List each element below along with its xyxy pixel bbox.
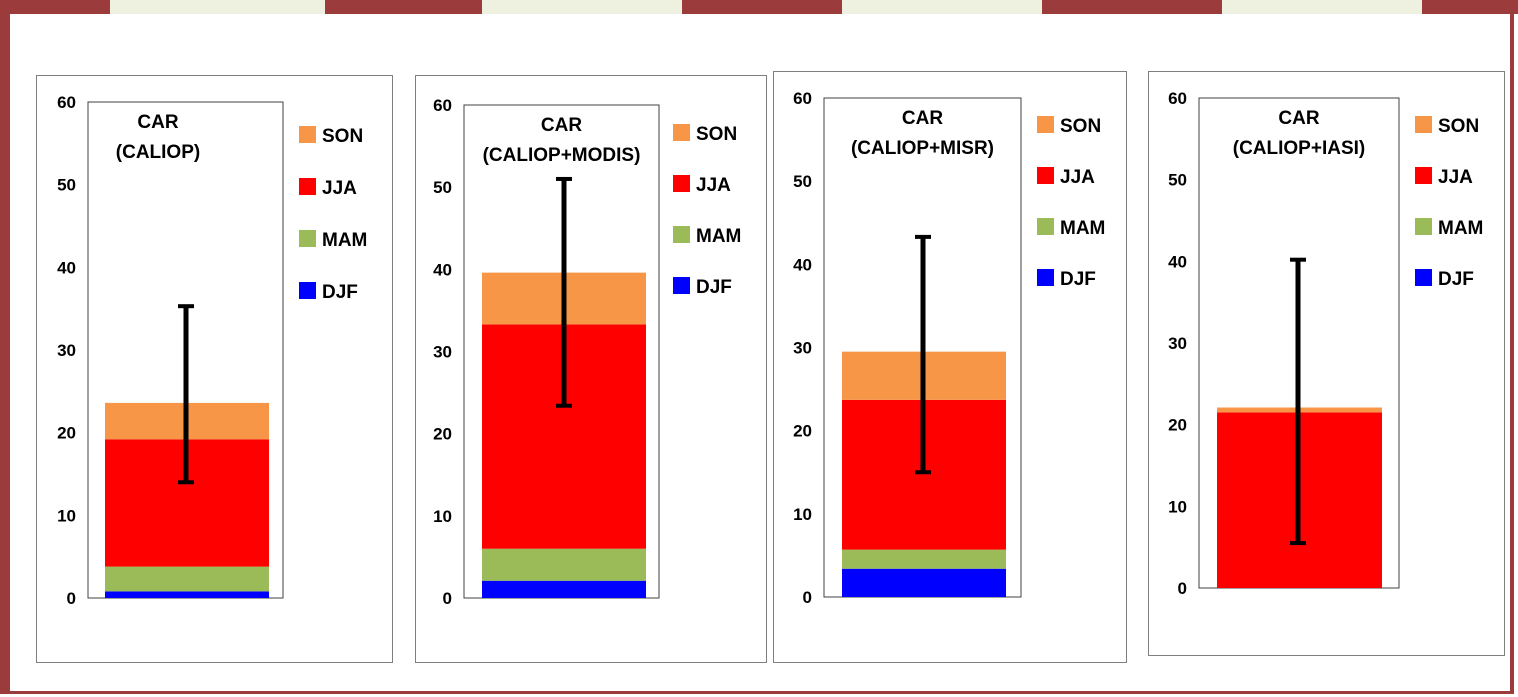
y-tick-label: 40 — [1168, 252, 1187, 271]
y-tick-label: 60 — [57, 93, 76, 112]
svg-text:MAM: MAM — [1060, 218, 1105, 239]
error-bar — [1290, 257, 1306, 546]
svg-text:DJF: DJF — [1438, 269, 1474, 290]
y-tick-label: 60 — [1168, 89, 1187, 108]
legend-item-son: SON — [673, 124, 737, 145]
y-tick-label: 30 — [1168, 334, 1187, 353]
y-tick-label: 50 — [57, 176, 76, 195]
y-tick-label: 20 — [793, 422, 812, 441]
chart-title-line: CAR — [137, 112, 178, 133]
chart-title-line: CAR — [1278, 108, 1319, 129]
svg-text:JJA: JJA — [322, 178, 357, 199]
y-tick-label: 40 — [433, 260, 452, 279]
y-tick-label: 20 — [433, 425, 452, 444]
legend-item-djf: DJF — [1037, 269, 1096, 290]
bar-segment-mam — [842, 549, 1006, 569]
error-bar — [178, 304, 194, 485]
chart-panel-2: 0 10 20 30 40 50 60 CAR (CALIOP+MODIS) SON JJA MAM D… — [415, 75, 767, 663]
y-tick-label: 60 — [793, 89, 812, 108]
svg-text:SON: SON — [1438, 116, 1479, 137]
svg-text:SON: SON — [322, 126, 363, 147]
chart-title-line: CAR — [541, 115, 582, 136]
legend-item-mam: MAM — [1037, 218, 1105, 239]
svg-text:DJF: DJF — [1060, 269, 1096, 290]
y-tick-label: 0 — [803, 588, 812, 607]
legend-item-jja: JJA — [1037, 167, 1095, 188]
y-tick-label: 40 — [57, 258, 76, 277]
svg-text:SON: SON — [1060, 116, 1101, 137]
legend-item-son: SON — [1037, 116, 1101, 137]
svg-text:MAM: MAM — [696, 226, 741, 247]
svg-text:DJF: DJF — [696, 277, 732, 298]
error-bar — [556, 176, 572, 408]
y-tick-label: 10 — [793, 505, 812, 524]
chart-svg-4: 0 10 20 30 40 50 60 CAR (CALIOP+IASI) SON JJA MAM DJ… — [1168, 89, 1483, 598]
legend-item-son: SON — [299, 126, 363, 147]
svg-text:MAM: MAM — [1438, 218, 1483, 239]
y-tick-label: 10 — [1168, 497, 1187, 516]
chart-title-line: (CALIOP+IASI) — [1233, 138, 1365, 159]
chart-panel-3: 0 10 20 30 40 50 60 CAR (CALIOP+MISR) SON JJA MAM DJ… — [773, 71, 1127, 663]
y-tick-label: 50 — [793, 172, 812, 191]
header-tab-2 — [482, 0, 682, 14]
y-tick-label: 30 — [433, 343, 452, 362]
legend-item-djf: DJF — [673, 277, 732, 298]
header-tab-3 — [842, 0, 1042, 14]
y-tick-label: 20 — [57, 424, 76, 443]
legend-item-mam: MAM — [1415, 218, 1483, 239]
y-tick-label: 20 — [1168, 416, 1187, 435]
bar-segment-djf — [842, 568, 1006, 597]
svg-text:MAM: MAM — [322, 230, 367, 251]
y-tick-label: 0 — [1178, 579, 1187, 598]
chart-panel-4: 0 10 20 30 40 50 60 CAR (CALIOP+IASI) SON JJA MAM DJ… — [1148, 71, 1505, 656]
y-tick-label: 0 — [67, 589, 76, 608]
chart-svg-3: 0 10 20 30 40 50 60 CAR (CALIOP+MISR) SON JJA MAM DJ… — [793, 89, 1105, 607]
y-tick-label: 10 — [57, 506, 76, 525]
svg-text:DJF: DJF — [322, 282, 358, 303]
bar-segment-mam — [105, 566, 269, 592]
chart-title-line: (CALIOP+MODIS) — [483, 145, 641, 166]
svg-text:JJA: JJA — [696, 175, 731, 196]
legend-item-mam: MAM — [673, 226, 741, 247]
legend-item-mam: MAM — [299, 230, 367, 251]
bar-segment-djf — [105, 591, 269, 598]
y-tick-label: 50 — [1168, 171, 1187, 190]
y-tick-label: 30 — [793, 339, 812, 358]
error-bar — [915, 234, 931, 475]
y-tick-label: 60 — [433, 96, 452, 115]
y-tick-label: 10 — [433, 507, 452, 526]
svg-text:JJA: JJA — [1060, 167, 1095, 188]
legend-item-son: SON — [1415, 116, 1479, 137]
y-tick-label: 0 — [443, 589, 452, 608]
chart-panel-1: 0 10 20 30 40 50 60 CAR (CALIOP) SON JJA MAM DJF — [36, 75, 393, 663]
chart-svg-2: 0 10 20 30 40 50 60 CAR (CALIOP+MODIS) SON JJA MAM D… — [433, 96, 741, 608]
y-tick-label: 50 — [433, 178, 452, 197]
chart-svg-1: 0 10 20 30 40 50 60 CAR (CALIOP) SON JJA MAM DJF — [57, 93, 367, 608]
y-tick-label: 40 — [793, 255, 812, 274]
header-tab-4 — [1222, 0, 1422, 14]
legend-item-jja: JJA — [299, 178, 357, 199]
bar-segment-djf — [482, 580, 646, 598]
svg-text:JJA: JJA — [1438, 167, 1473, 188]
header-tab-1 — [110, 0, 325, 14]
chart-title-line: (CALIOP) — [116, 142, 200, 163]
legend-item-djf: DJF — [299, 282, 358, 303]
legend-item-jja: JJA — [673, 175, 731, 196]
legend-item-djf: DJF — [1415, 269, 1474, 290]
svg-text:SON: SON — [696, 124, 737, 145]
top-band — [0, 0, 1518, 14]
legend-item-jja: JJA — [1415, 167, 1473, 188]
chart-title-line: (CALIOP+MISR) — [851, 138, 994, 159]
y-tick-label: 30 — [57, 341, 76, 360]
bar-segment-mam — [482, 548, 646, 581]
chart-title-line: CAR — [902, 108, 943, 129]
